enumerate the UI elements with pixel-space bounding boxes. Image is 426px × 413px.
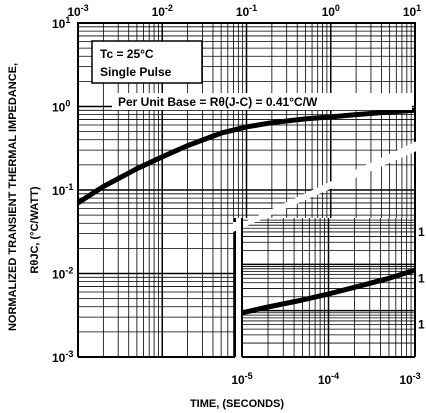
grid: [77, 23, 415, 358]
x-axis-label: TIME, (SECONDS): [190, 398, 284, 410]
y-tick-label-left: 100: [52, 99, 70, 115]
inset-impedance-curve: [241, 267, 416, 316]
y-tick-label-left: 10-3: [52, 349, 73, 365]
x-tick-label-top: 100: [322, 3, 340, 19]
x-tick-label-top: 10-2: [152, 3, 173, 19]
x-tick-label-top: 10-1: [236, 3, 257, 19]
single-pulse-label: Single Pulse: [100, 65, 172, 79]
inset-y-tick-label: 1: [418, 318, 425, 332]
inset-y-tick-label: 1: [418, 271, 425, 285]
inset-x-tick-label: 10-3: [399, 371, 420, 387]
conditions-box: [91, 40, 203, 84]
frame: [77, 22, 419, 358]
case-temperature-label: Tc = 25°C: [100, 47, 154, 61]
tick-labels: 10-3 10-2 10-1 100 101 101 100 10-1 10-2 10-3 10-5…: [52, 3, 425, 387]
y-tick-label-left: 10-1: [52, 182, 73, 198]
inset-x-tick-label: 10-5: [231, 371, 252, 387]
inset-x-tick-label: 10-4: [318, 371, 339, 387]
axis-break-cut: [233, 140, 419, 232]
per-unit-base-label: Per Unit Base = Rθ(J-C) = 0.41°C/W: [118, 95, 318, 109]
plot-frame: [77, 22, 416, 357]
curves: [76, 107, 416, 316]
main-impedance-curve: [76, 107, 416, 206]
x-tick-label-top: 10-3: [67, 3, 88, 19]
inset-y-tick-label: 1: [418, 225, 425, 239]
y-tick-label-left: 10-2: [52, 266, 73, 282]
y-tick-label-left: 101: [52, 15, 70, 31]
y-axis-unit-label: RθJC, (°C/WATT): [29, 186, 41, 273]
x-tick-label-top: 101: [403, 3, 421, 19]
y-axis-label: NORMALIZED TRANSIENT THERMAL IMPEDANCE,: [7, 63, 19, 331]
per-unit-base-background: [112, 93, 412, 110]
